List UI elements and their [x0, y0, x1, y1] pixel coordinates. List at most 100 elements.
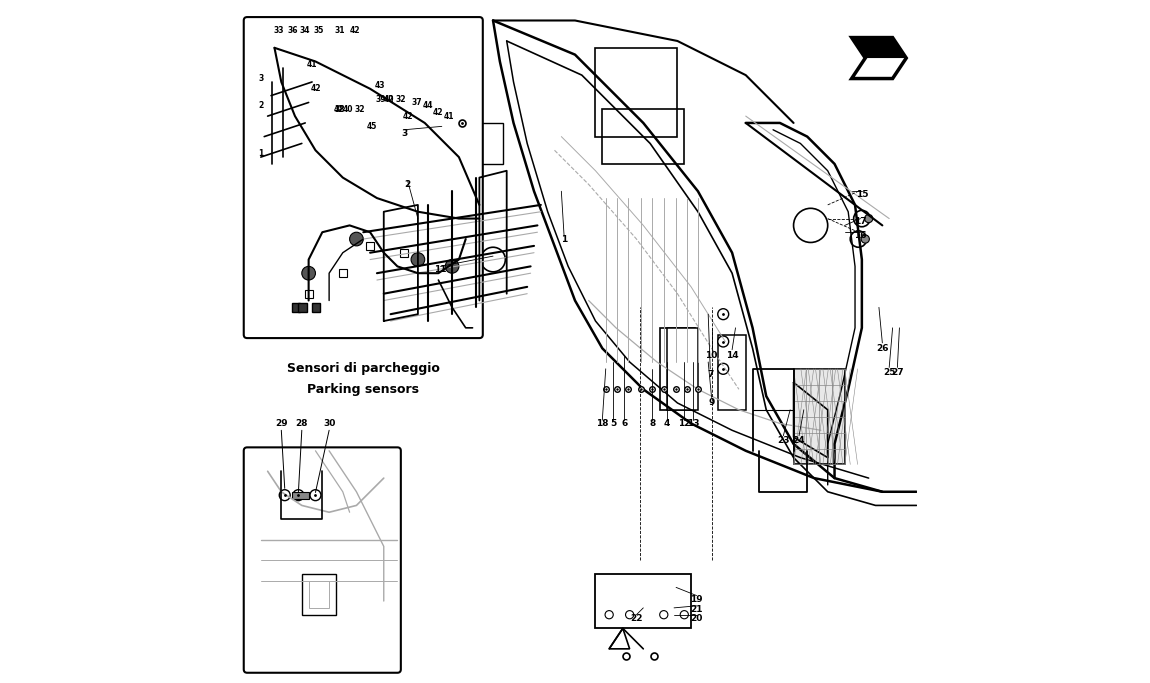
Polygon shape [852, 38, 906, 58]
Text: 44: 44 [423, 101, 434, 111]
Text: 39: 39 [375, 94, 385, 104]
Text: 42: 42 [402, 111, 413, 121]
Text: 10: 10 [705, 350, 718, 360]
Text: 32: 32 [396, 94, 406, 104]
Text: 18: 18 [596, 419, 608, 428]
Bar [366, 242, 374, 250]
Bar [305, 290, 313, 298]
Text: 24: 24 [792, 436, 805, 445]
Text: 35: 35 [314, 26, 324, 36]
Text: 22: 22 [630, 613, 643, 623]
Bar [308, 581, 329, 608]
Text: 13: 13 [687, 419, 699, 428]
Circle shape [853, 210, 871, 227]
Text: 11: 11 [435, 265, 446, 275]
Text: 34: 34 [300, 26, 311, 36]
Text: 19: 19 [690, 595, 703, 604]
Text: 8: 8 [649, 419, 655, 428]
Text: 42: 42 [434, 108, 444, 117]
Bar [596, 574, 691, 628]
Text: 9: 9 [708, 398, 715, 408]
Text: 2: 2 [405, 180, 411, 189]
Text: 30: 30 [323, 419, 336, 428]
Circle shape [445, 260, 459, 273]
Circle shape [865, 214, 873, 223]
Circle shape [718, 363, 729, 374]
Text: 15: 15 [856, 190, 868, 199]
Text: 42: 42 [335, 104, 345, 114]
Circle shape [660, 611, 668, 619]
Circle shape [279, 490, 290, 501]
Bar [292, 303, 300, 312]
Text: 16: 16 [854, 231, 867, 240]
Circle shape [605, 611, 613, 619]
Bar [298, 303, 307, 312]
Text: 26: 26 [876, 344, 889, 353]
Bar [400, 249, 408, 257]
Polygon shape [852, 38, 906, 79]
Text: 23: 23 [777, 436, 790, 445]
Text: 29: 29 [275, 419, 288, 428]
Text: Parking sensors: Parking sensors [307, 382, 420, 396]
Text: 12: 12 [678, 419, 690, 428]
Bar [448, 123, 476, 164]
Bar [339, 269, 347, 277]
Text: 36: 36 [288, 26, 298, 36]
Text: 21: 21 [690, 604, 703, 614]
Circle shape [718, 309, 729, 320]
Text: 7: 7 [707, 370, 713, 379]
Text: 32: 32 [354, 104, 365, 114]
Circle shape [680, 611, 689, 619]
Text: 42: 42 [384, 94, 394, 104]
Text: 43: 43 [375, 81, 385, 90]
Text: 45: 45 [367, 122, 377, 131]
Text: 1: 1 [561, 234, 567, 244]
Text: 2: 2 [259, 101, 263, 111]
Circle shape [850, 231, 867, 247]
Text: 31: 31 [335, 26, 345, 36]
Text: 1: 1 [259, 149, 263, 158]
Bar [476, 123, 504, 164]
Text: 20: 20 [690, 613, 703, 623]
Text: 6: 6 [621, 419, 627, 428]
Text: 42: 42 [350, 26, 360, 36]
Circle shape [861, 235, 869, 243]
Text: 42: 42 [310, 84, 321, 94]
Text: 4: 4 [664, 419, 670, 428]
Bar [292, 492, 308, 499]
Text: 33: 33 [274, 26, 284, 36]
Text: 3: 3 [259, 74, 263, 83]
Bar [793, 369, 845, 464]
Circle shape [718, 336, 729, 347]
Text: Sensori di parcheggio: Sensori di parcheggio [286, 362, 439, 376]
Bar [660, 328, 695, 410]
Circle shape [301, 266, 315, 280]
Circle shape [626, 611, 634, 619]
Bar [301, 574, 336, 615]
Text: 3: 3 [401, 128, 407, 138]
FancyBboxPatch shape [244, 447, 401, 673]
Bar [667, 328, 698, 410]
Text: 25: 25 [883, 367, 896, 377]
Circle shape [411, 253, 424, 266]
Text: 41: 41 [444, 111, 454, 121]
FancyBboxPatch shape [244, 17, 483, 338]
Bar [719, 335, 745, 410]
Bar [414, 123, 442, 164]
Text: 28: 28 [296, 419, 308, 428]
Text: 14: 14 [726, 350, 738, 360]
Circle shape [293, 490, 304, 501]
Bar [603, 109, 684, 164]
Text: 40: 40 [343, 104, 353, 114]
Circle shape [481, 247, 505, 272]
Circle shape [350, 232, 363, 246]
Text: 38: 38 [334, 104, 345, 114]
Text: 17: 17 [854, 217, 867, 227]
Text: 5: 5 [611, 419, 616, 428]
Bar [312, 303, 320, 312]
Circle shape [310, 490, 321, 501]
Text: 37: 37 [412, 98, 422, 107]
Text: 40: 40 [384, 94, 394, 104]
Text: 41: 41 [307, 60, 317, 70]
Text: 27: 27 [891, 367, 904, 377]
